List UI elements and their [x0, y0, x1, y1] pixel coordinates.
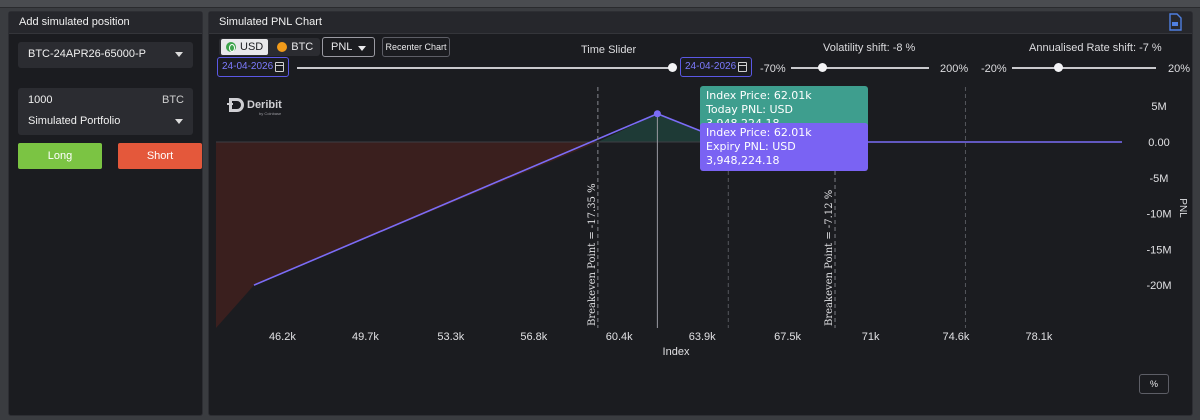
mode-value: PNL: [331, 41, 353, 53]
instrument-select[interactable]: BTC-24APR26-65000-P: [18, 42, 193, 68]
logo-text: Deribit: [247, 99, 282, 111]
x-tick-label: 78.1k: [1026, 331, 1053, 343]
y-tick-label: -5M: [1150, 173, 1169, 185]
btc-label: BTC: [291, 41, 314, 53]
volatility-max: 200%: [940, 63, 969, 75]
deribit-logo: Deribit by Coinbase: [227, 95, 317, 120]
y-axis-label: PNL: [1177, 198, 1188, 218]
pnl-chart-panel: Simulated PNL Chart USD BTC PNL Recenter…: [208, 11, 1193, 416]
rate-label: Annualised Rate shift: -7 %: [1029, 42, 1162, 54]
rate-max: 20%: [1168, 63, 1191, 75]
tooltip-expiry-pnl: Expiry PNL: USD 3,948,224.18: [706, 140, 796, 167]
recenter-chart-button[interactable]: Recenter Chart: [382, 37, 450, 57]
usd-label: USD: [240, 41, 264, 53]
volatility-min: -70%: [760, 63, 786, 75]
long-button[interactable]: Long: [18, 143, 102, 169]
y-tick-label: -20M: [1146, 280, 1171, 292]
panel-title: Simulated PNL Chart: [209, 12, 1192, 34]
chevron-down-icon: [175, 119, 183, 124]
x-tick-label: 53.3k: [437, 331, 464, 343]
calendar-icon[interactable]: [275, 62, 284, 72]
rate-slider-track[interactable]: [1012, 67, 1156, 69]
time-slider-track[interactable]: [297, 67, 672, 69]
hover-point: [653, 110, 661, 118]
volatility-label: Volatility shift: -8 %: [823, 42, 916, 54]
time-slider-handle[interactable]: [667, 63, 677, 72]
usd-toggle[interactable]: USD: [221, 39, 269, 55]
panel-title: Add simulated position: [9, 12, 202, 34]
portfolio-value: Simulated Portfolio: [28, 115, 121, 127]
pnl-chart[interactable]: Breakeven Point = -17.35 % Breakeven Poin…: [209, 12, 1193, 416]
short-button[interactable]: Short: [118, 143, 202, 169]
document-icon[interactable]: [1168, 13, 1182, 31]
tooltip-index-price: Index Price: 62.01k: [706, 89, 812, 102]
tooltip-index-price: Index Price: 62.01k: [706, 126, 812, 139]
volatility-slider-track[interactable]: [791, 67, 929, 69]
y-tick-label: -15M: [1146, 244, 1171, 256]
chevron-down-icon: [175, 52, 183, 57]
end-date-value: 24-04-2026: [685, 61, 737, 72]
btc-coin-icon: [277, 42, 288, 52]
amount-value: 1000: [28, 94, 53, 106]
percent-toggle-button[interactable]: %: [1139, 374, 1169, 394]
amount-unit: BTC: [162, 94, 184, 106]
x-axis-label: Index: [663, 346, 690, 358]
start-date-input[interactable]: 24-04-2026: [217, 57, 289, 77]
x-tick-label: 67.5k: [774, 331, 801, 343]
end-date-input[interactable]: 24-04-2026: [680, 57, 752, 77]
breakeven-label: Breakeven Point = -17.35 %: [587, 183, 598, 326]
logo-subtext: by Coinbase: [259, 111, 282, 116]
x-tick-label: 71k: [862, 331, 880, 343]
mode-select[interactable]: PNL: [322, 37, 375, 57]
chevron-down-icon: [358, 46, 366, 51]
usd-coin-icon: [226, 42, 236, 52]
y-tick-label: 5M: [1151, 101, 1166, 113]
currency-toggle: USD BTC: [219, 38, 321, 56]
expiry-pnl-tooltip: Index Price: 62.01k Expiry PNL: USD 3,94…: [700, 123, 868, 171]
x-tick-label: 46.2k: [269, 331, 296, 343]
calendar-icon[interactable]: [738, 62, 747, 72]
portfolio-select[interactable]: Simulated Portfolio: [18, 109, 193, 135]
y-tick-label: 0.00: [1148, 137, 1169, 149]
breakeven-label: Breakeven Point = -7.12 %: [824, 190, 835, 326]
window-top-bar: [0, 0, 1200, 8]
x-tick-label: 74.6k: [943, 331, 970, 343]
x-tick-label: 49.7k: [352, 331, 379, 343]
rate-slider-handle[interactable]: [1054, 63, 1064, 72]
instrument-value: BTC-24APR26-65000-P: [28, 48, 147, 60]
time-slider-label: Time Slider: [581, 44, 637, 56]
rate-min: -20%: [981, 63, 1007, 75]
y-tick-label: -10M: [1146, 209, 1171, 221]
add-position-panel: Add simulated position BTC-24APR26-65000…: [8, 11, 203, 416]
x-tick-label: 63.9k: [689, 331, 716, 343]
start-date-value: 24-04-2026: [222, 61, 274, 72]
x-tick-label: 56.8k: [520, 331, 547, 343]
pnl-line-series: [253, 112, 1122, 286]
btc-toggle[interactable]: BTC: [272, 39, 318, 55]
x-tick-label: 60.4k: [606, 331, 633, 343]
gain-area: [597, 113, 729, 142]
loss-area: [216, 142, 598, 328]
volatility-slider-handle[interactable]: [818, 63, 828, 72]
